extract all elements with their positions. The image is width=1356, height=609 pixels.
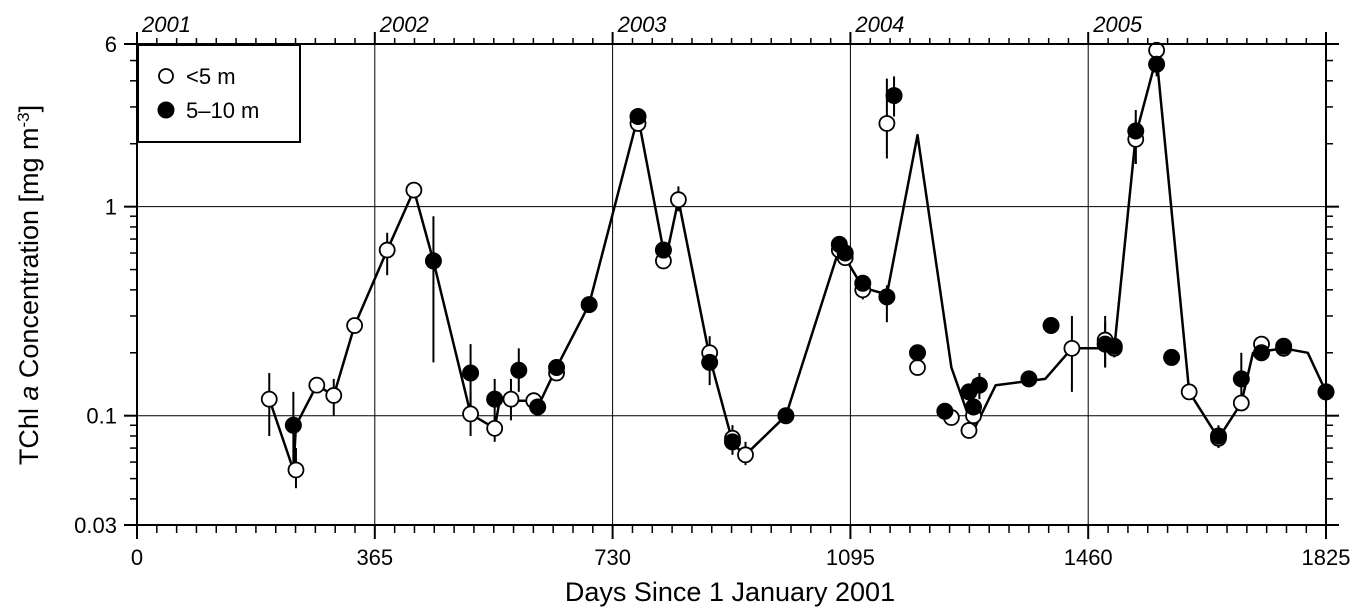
data-point-deep — [836, 244, 854, 262]
x-tick-label: 1825 — [1302, 545, 1351, 570]
data-point-shallow — [960, 422, 978, 439]
data-markers — [260, 41, 1335, 479]
data-point-deep — [548, 359, 566, 377]
y-tick-label: 6 — [105, 32, 117, 57]
data-point-deep — [1275, 337, 1293, 355]
data-point-deep — [510, 361, 528, 379]
data-point-shallow — [346, 317, 364, 334]
data-point-deep — [1210, 427, 1228, 445]
y-axis-title-sup: -3 — [14, 112, 33, 127]
data-point-shallow — [1063, 339, 1081, 357]
data-point-shallow — [878, 115, 896, 132]
year-labels: 2001 2002 2003 2004 2005 — [141, 12, 1143, 37]
data-point-deep — [777, 407, 795, 425]
data-point-shallow — [1180, 383, 1198, 401]
data-point-shallow — [486, 419, 504, 437]
y-tick-label: 0.1 — [86, 404, 117, 429]
data-point-deep — [965, 398, 983, 416]
x-tick-label: 0 — [131, 545, 143, 570]
data-point-shallow — [287, 461, 305, 479]
data-point-deep — [654, 241, 672, 259]
data-point-shallow — [737, 446, 754, 464]
data-point-shallow — [405, 181, 423, 199]
y-axis-title-end: ] — [14, 105, 44, 113]
y-axis-title-pre: TChl — [14, 401, 44, 466]
data-point-deep — [701, 353, 719, 371]
data-point-deep — [1042, 317, 1060, 335]
data-point-shallow — [1232, 394, 1250, 412]
year-label: 2004 — [854, 12, 904, 37]
x-tick-labels: 0 365 730 1095 1460 1825 — [131, 545, 1351, 570]
data-point-deep — [885, 87, 903, 105]
legend-label-deep: 5–10 m — [186, 98, 259, 123]
data-point-shallow — [325, 387, 343, 404]
y-axis-title-italic: a — [14, 386, 44, 401]
data-point-deep — [529, 398, 547, 416]
data-point-shallow — [378, 241, 396, 259]
data-point-deep — [1253, 344, 1271, 362]
legend-label-shallow: <5 m — [186, 64, 236, 89]
data-point-deep — [424, 252, 442, 270]
data-point-shallow — [909, 359, 926, 376]
axis-ticks — [124, 32, 1339, 539]
year-label: 2005 — [1092, 12, 1143, 37]
year-label: 2003 — [617, 12, 668, 37]
legend-box — [137, 44, 301, 143]
year-label: 2001 — [141, 12, 191, 37]
y-tick-labels: 0.03 0.1 1 6 — [74, 32, 117, 538]
data-point-deep — [723, 433, 741, 451]
y-tick-label: 1 — [105, 195, 117, 220]
y-tick-label: 0.03 — [74, 513, 117, 538]
data-point-deep — [1148, 55, 1166, 73]
legend: <5 m 5–10 m — [137, 44, 301, 143]
data-point-deep — [1163, 348, 1181, 366]
data-point-deep — [970, 376, 988, 394]
x-tick-label: 730 — [594, 545, 631, 570]
x-tick-label: 365 — [356, 545, 393, 570]
x-tick-label: 1460 — [1064, 545, 1113, 570]
data-point-shallow — [260, 390, 278, 408]
data-point-shallow — [502, 390, 520, 408]
data-point-deep — [1127, 122, 1145, 140]
data-point-deep — [629, 107, 647, 125]
x-axis-title: Days Since 1 January 2001 — [565, 577, 895, 607]
data-point-deep — [1232, 370, 1250, 388]
data-point-deep — [854, 274, 872, 292]
y-axis-title: TChl a Concentration [mg m-3] — [14, 105, 44, 465]
year-label: 2002 — [379, 12, 429, 37]
x-tick-label: 1095 — [826, 545, 875, 570]
data-point-deep — [486, 390, 504, 408]
data-point-deep — [462, 364, 480, 382]
legend-filled-circle-icon — [157, 101, 175, 119]
data-point-deep — [284, 416, 302, 434]
data-point-shallow — [308, 376, 326, 394]
data-point-shallow — [462, 405, 479, 423]
data-point-deep — [1020, 370, 1038, 388]
data-point-deep — [878, 288, 896, 306]
data-point-deep — [909, 344, 927, 362]
data-point-deep — [1105, 337, 1123, 355]
y-axis-title-post: Concentration [mg m — [14, 127, 44, 385]
data-point-shallow — [670, 191, 687, 209]
data-point-shallow — [1148, 41, 1166, 59]
legend-open-circle-icon — [158, 68, 174, 84]
data-point-deep — [936, 402, 954, 420]
data-point-deep — [580, 296, 598, 314]
